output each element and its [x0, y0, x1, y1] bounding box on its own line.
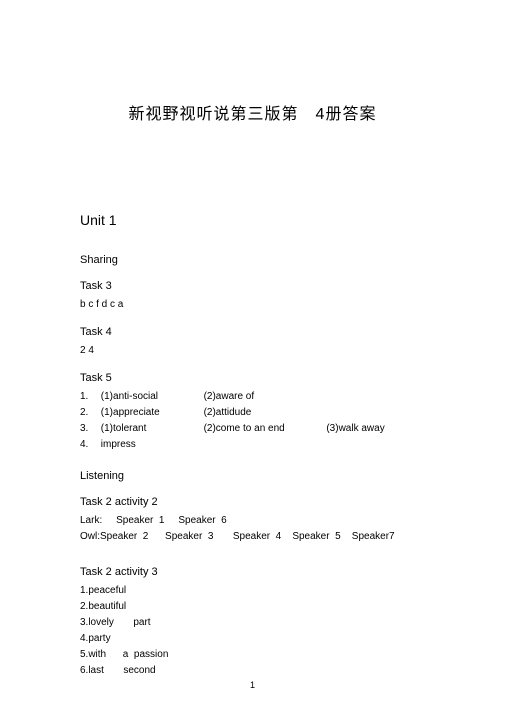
task5-line3: 3. (1)tolerant (2)come to an end (3)walk… [80, 422, 425, 436]
task5-line3-p3: (3)walk away [326, 423, 384, 434]
page-number: 1 [250, 680, 255, 690]
page-title: 新视野视听说第三版第 4册答案 [80, 100, 425, 124]
sharing-heading: Sharing [80, 254, 425, 266]
task2a2-line2: Owl:Speaker 2 Speaker 3 Speaker 4 Speake… [80, 530, 425, 544]
task5-line2-p2: (2)attidude [204, 407, 252, 418]
task2a3-line3: 3.lovely part [80, 616, 425, 630]
task5-line2-p1: (1)appreciate [101, 406, 201, 420]
task5-line2: 2. (1)appreciate (2)attidude [80, 406, 425, 420]
task5-line1: 1. (1)anti-social (2)aware of [80, 390, 425, 404]
task2a2-block: Task 2 activity 2 Lark: Speaker 1 Speake… [80, 496, 425, 544]
task5-block: Task 5 1. (1)anti-social (2)aware of 2. … [80, 372, 425, 452]
document-page: 新视野视听说第三版第 4册答案 Unit 1 Sharing Task 3 b … [0, 0, 505, 714]
task5-line2-num: 2. [80, 406, 98, 420]
task5-heading: Task 5 [80, 372, 425, 384]
task5-line1-num: 1. [80, 390, 98, 404]
task5-line4-num: 4. [80, 438, 98, 452]
task2a3-line5: 5.with a passion [80, 648, 425, 662]
task2a3-line6: 6.last second [80, 664, 425, 678]
task5-line3-p1: (1)tolerant [101, 422, 201, 436]
task3-block: Task 3 b c f d c a [80, 280, 425, 312]
task2a3-block: Task 2 activity 3 1.peaceful 2.beautiful… [80, 566, 425, 678]
task5-line3-p2: (2)come to an end [204, 422, 324, 436]
task3-content: b c f d c a [80, 298, 425, 312]
task2a3-line4: 4.party [80, 632, 425, 646]
task4-heading: Task 4 [80, 326, 425, 338]
task5-line1-p2: (2)aware of [204, 391, 255, 402]
listening-heading: Listening [80, 470, 425, 482]
task5-line4-p1: impress [101, 439, 136, 450]
task2a3-line1: 1.peaceful [80, 584, 425, 598]
task2a3-heading: Task 2 activity 3 [80, 566, 425, 578]
task4-block: Task 4 2 4 [80, 326, 425, 358]
task5-line1-p1: (1)anti-social [101, 390, 201, 404]
task3-heading: Task 3 [80, 280, 425, 292]
unit-heading: Unit 1 [80, 212, 425, 228]
task5-line3-num: 3. [80, 422, 98, 436]
task2a2-line1: Lark: Speaker 1 Speaker 6 [80, 514, 425, 528]
task2a3-line2: 2.beautiful [80, 600, 425, 614]
task5-line4: 4. impress [80, 438, 425, 452]
task4-content: 2 4 [80, 344, 425, 358]
task2a2-heading: Task 2 activity 2 [80, 496, 425, 508]
